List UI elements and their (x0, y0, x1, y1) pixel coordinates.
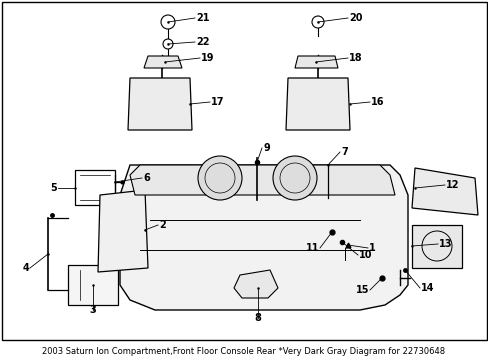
Text: 13: 13 (438, 239, 451, 249)
Polygon shape (411, 225, 461, 268)
Text: 2003 Saturn Ion Compartment,Front Floor Console Rear *Very Dark Gray Diagram for: 2003 Saturn Ion Compartment,Front Floor … (42, 347, 445, 356)
Polygon shape (285, 78, 349, 130)
Polygon shape (98, 190, 148, 272)
Polygon shape (128, 78, 192, 130)
Text: 18: 18 (348, 53, 362, 63)
Text: 3: 3 (89, 305, 96, 315)
Text: 17: 17 (210, 97, 224, 107)
Polygon shape (130, 165, 394, 195)
Text: 4: 4 (22, 263, 29, 273)
Text: 19: 19 (201, 53, 214, 63)
Circle shape (198, 156, 242, 200)
Text: 21: 21 (196, 13, 209, 23)
Text: 14: 14 (420, 283, 434, 293)
Text: 6: 6 (142, 173, 149, 183)
Text: 7: 7 (340, 147, 347, 157)
Polygon shape (294, 56, 337, 68)
Text: 12: 12 (445, 180, 459, 190)
Text: 11: 11 (305, 243, 318, 253)
Polygon shape (143, 56, 182, 68)
Text: 22: 22 (196, 37, 209, 47)
Text: 5: 5 (50, 183, 57, 193)
Text: 9: 9 (263, 143, 269, 153)
Text: 16: 16 (370, 97, 384, 107)
Text: 15: 15 (355, 285, 368, 295)
Text: 1: 1 (368, 243, 375, 253)
Polygon shape (68, 265, 118, 305)
Polygon shape (234, 270, 278, 298)
Polygon shape (411, 168, 477, 215)
Circle shape (272, 156, 316, 200)
Polygon shape (120, 165, 407, 310)
Text: 20: 20 (348, 13, 362, 23)
Text: 2: 2 (159, 220, 165, 230)
Text: 10: 10 (358, 250, 372, 260)
Text: 8: 8 (254, 313, 261, 323)
